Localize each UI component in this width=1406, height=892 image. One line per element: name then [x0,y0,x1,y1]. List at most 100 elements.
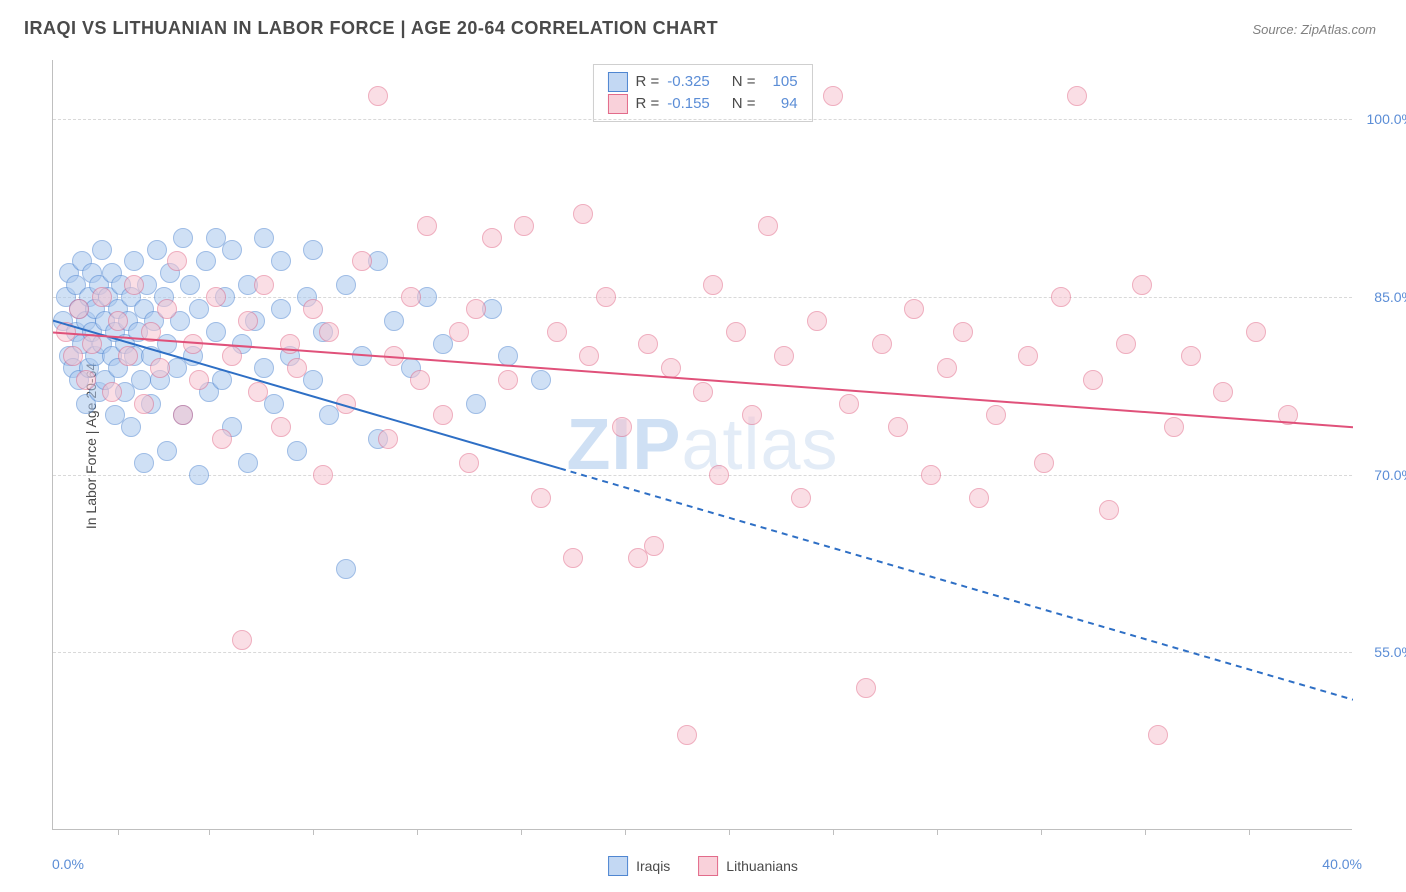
scatter-point [612,417,632,437]
scatter-point [336,559,356,579]
scatter-point [121,417,141,437]
watermark: ZIPatlas [566,404,838,486]
scatter-point [1278,405,1298,425]
scatter-point [384,346,404,366]
y-tick-label: 85.0% [1374,289,1406,305]
scatter-point [677,725,697,745]
scatter-point [232,630,252,650]
legend-swatch [608,856,628,876]
scatter-point [459,453,479,473]
scatter-point [173,228,193,248]
scatter-point [482,228,502,248]
scatter-point [1213,382,1233,402]
scatter-point [986,405,1006,425]
x-tick [937,829,938,835]
scatter-point [368,86,388,106]
scatter-point [124,251,144,271]
legend-swatch [607,94,627,114]
trendlines-svg [53,60,1353,830]
x-tick [1041,829,1042,835]
scatter-point [856,678,876,698]
x-tick [118,829,119,835]
x-tick [521,829,522,835]
scatter-point [433,405,453,425]
legend-row: R =-0.155N =94 [607,93,797,115]
scatter-point [693,382,713,402]
scatter-point [953,322,973,342]
scatter-point [271,417,291,437]
scatter-point [352,251,372,271]
scatter-point [141,322,161,342]
source-attribution: Source: ZipAtlas.com [1252,22,1376,37]
scatter-point [238,311,258,331]
x-tick [729,829,730,835]
x-tick [1249,829,1250,835]
scatter-point [238,453,258,473]
scatter-point [498,346,518,366]
scatter-point [1181,346,1201,366]
scatter-point [189,465,209,485]
scatter-point [56,322,76,342]
scatter-point [638,334,658,354]
scatter-point [661,358,681,378]
scatter-point [378,429,398,449]
gridline [53,119,1352,120]
scatter-point [449,322,469,342]
scatter-point [287,358,307,378]
scatter-point [157,299,177,319]
gridline [53,652,1352,653]
scatter-point [644,536,664,556]
scatter-point [969,488,989,508]
scatter-point [384,311,404,331]
series-name: Iraqis [636,858,670,874]
scatter-point [69,299,89,319]
scatter-point [1099,500,1119,520]
scatter-point [531,488,551,508]
correlation-legend: R =-0.325N =105R =-0.155N =94 [592,64,812,122]
x-tick [833,829,834,835]
scatter-point [807,311,827,331]
scatter-point [82,334,102,354]
chart-title: IRAQI VS LITHUANIAN IN LABOR FORCE | AGE… [24,18,718,39]
scatter-point [703,275,723,295]
scatter-point [1148,725,1168,745]
scatter-point [709,465,729,485]
scatter-point [888,417,908,437]
scatter-point [303,370,323,390]
series-name: Lithuanians [726,858,798,874]
scatter-point [313,465,333,485]
scatter-point [303,299,323,319]
scatter-point [92,240,112,260]
scatter-point [937,358,957,378]
scatter-point [180,275,200,295]
scatter-point [401,287,421,307]
scatter-point [596,287,616,307]
scatter-point [579,346,599,366]
chart-container: IRAQI VS LITHUANIAN IN LABOR FORCE | AGE… [0,0,1406,892]
legend-row: R =-0.325N =105 [607,71,797,93]
scatter-point [1132,275,1152,295]
scatter-point [108,311,128,331]
scatter-point [417,216,437,236]
scatter-point [167,251,187,271]
scatter-point [189,370,209,390]
scatter-point [742,405,762,425]
scatter-point [352,346,372,366]
scatter-point [547,322,567,342]
y-tick-label: 70.0% [1374,467,1406,483]
scatter-point [271,299,291,319]
scatter-point [118,346,138,366]
scatter-point [839,394,859,414]
scatter-point [336,275,356,295]
scatter-point [271,251,291,271]
scatter-point [280,334,300,354]
scatter-point [1164,417,1184,437]
scatter-point [134,453,154,473]
scatter-point [212,370,232,390]
scatter-point [206,287,226,307]
y-tick-label: 100.0% [1367,111,1406,127]
legend-swatch [698,856,718,876]
gridline [53,297,1352,298]
scatter-point [1034,453,1054,473]
scatter-point [498,370,518,390]
